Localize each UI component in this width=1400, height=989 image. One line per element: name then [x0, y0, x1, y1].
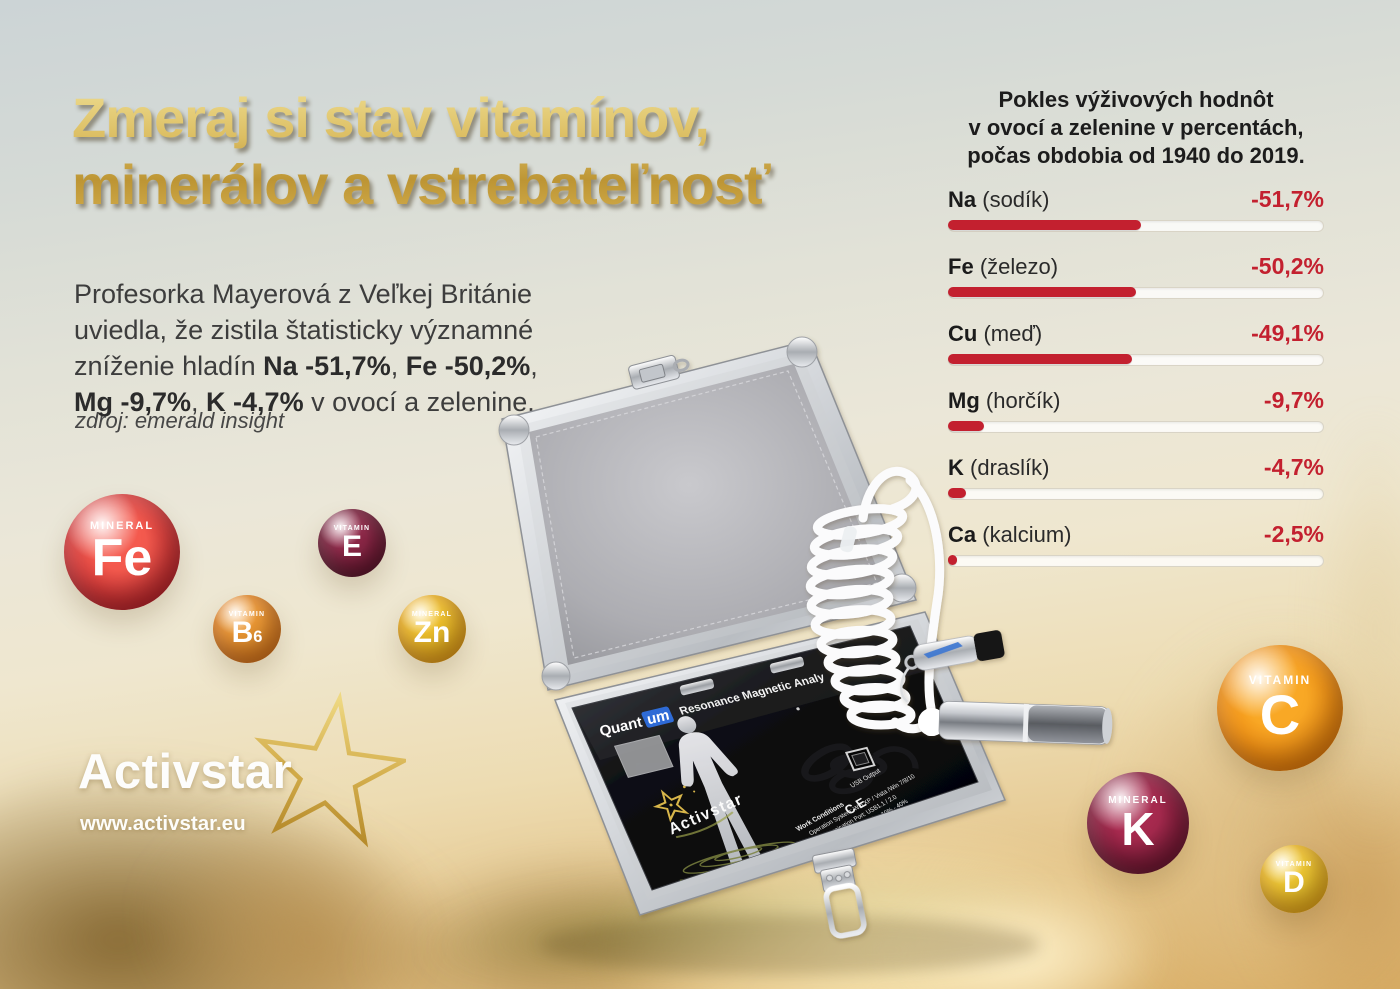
corner-cap	[498, 414, 530, 446]
brand-name: Activstar	[78, 745, 293, 799]
intro-value-na: Na -51,7%	[263, 350, 391, 381]
element-symbol: Na	[948, 187, 977, 213]
corner-cap	[887, 573, 917, 603]
nutrient-ball-b6: VITAMIN B6	[213, 595, 281, 663]
intro-value-fe: Fe -50,2%	[405, 350, 531, 381]
ball-category-label: MINERAL	[89, 520, 155, 532]
ball-category-label: MINERAL	[1108, 794, 1168, 806]
element-symbol: Cu	[948, 321, 978, 347]
bar-track	[948, 555, 1324, 568]
intro-text: Profesorka Mayerová z Veľkej Británie uv…	[74, 279, 534, 381]
bar-fill	[948, 555, 958, 566]
nutrient-ball-c: VITAMIN C	[1217, 645, 1343, 771]
ball-symbol: Fe	[91, 529, 153, 587]
coiled-cable	[805, 466, 945, 734]
human-figure-icon	[677, 716, 764, 870]
device-screen	[613, 734, 674, 778]
bar-fill	[948, 488, 966, 499]
nutrient-ball-fe: MINERAL Fe	[64, 494, 180, 610]
bar-fill	[948, 421, 985, 432]
ball-category-label: VITAMIN	[1248, 673, 1312, 687]
ball-category-label: VITAMIN	[228, 610, 266, 618]
ball-symbol: K	[1121, 802, 1155, 855]
element-name: (kalcium)	[982, 522, 1072, 548]
value-label: -4,7%	[1263, 454, 1324, 481]
element-symbol: Fe	[948, 254, 974, 280]
value-label: -49,1%	[1251, 320, 1324, 347]
usb-flash-drive	[900, 630, 1005, 703]
chart-title: Pokles výživových hodnôt v ovocí a zelen…	[967, 87, 1305, 169]
element-name: (horčík)	[985, 388, 1061, 414]
chart-row-cu: Cu (meď) -49,1%	[948, 320, 1324, 367]
ball-symbol: C	[1259, 683, 1301, 746]
nutrient-ball-e: VITAMIN E	[318, 509, 386, 577]
element-name: (železo)	[979, 254, 1059, 280]
intro-value-mg: Mg -9,7%	[74, 386, 192, 417]
brand-website-link[interactable]: www.activstar.eu	[80, 812, 246, 835]
bar-fill	[948, 287, 1136, 298]
chart-row-fe: Fe (železo) -50,2%	[948, 253, 1324, 300]
element-symbol: K	[948, 455, 964, 481]
element-name: (draslík)	[970, 455, 1050, 481]
nutrient-ball-zn: MINERAL Zn	[398, 595, 466, 663]
corner-cap	[541, 661, 571, 691]
intro-value-k: K -4,7%	[206, 386, 304, 417]
nutrient-decline-chart: Pokles výživových hodnôt v ovocí a zelen…	[948, 86, 1324, 588]
element-symbol: Mg	[948, 388, 980, 414]
element-name: (meď)	[983, 321, 1043, 347]
element-symbol: Ca	[948, 522, 977, 548]
case-latch-bottom	[812, 848, 867, 939]
bar-track	[948, 354, 1324, 367]
headline-line2: minerálov a vstrebateľnosť	[72, 153, 770, 217]
brand-star-icon	[254, 691, 406, 848]
value-label: -9,7%	[1263, 387, 1324, 414]
usb-port	[844, 746, 876, 772]
ball-category-label: VITAMIN	[333, 524, 371, 532]
bar-track	[948, 287, 1324, 300]
headline-line1: Zmeraj si stav vitamínov,	[72, 86, 709, 149]
case-shadow	[540, 915, 1040, 975]
value-label: -50,2%	[1251, 253, 1324, 280]
nutrient-ball-d: VITAMIN D	[1260, 845, 1328, 913]
ball-symbol: D	[1283, 865, 1305, 899]
ball-symbol: B6	[231, 615, 263, 649]
ball-category-label: MINERAL	[411, 610, 453, 618]
chart-row-ca: Ca (kalcium) -2,5%	[948, 521, 1324, 568]
ball-symbol: Zn	[413, 615, 451, 649]
value-label: -51,7%	[1251, 186, 1324, 213]
background-blob	[1320, 420, 1400, 840]
bar-track	[948, 421, 1324, 434]
case-latch-top	[628, 355, 690, 390]
intro-paragraph: Profesorka Mayerová z Veľkej Británie uv…	[74, 279, 538, 417]
chart-row-k: K (draslík) -4,7%	[948, 454, 1324, 501]
bar-fill	[948, 354, 1132, 365]
nutrient-ball-k: MINERAL K	[1087, 772, 1189, 874]
ball-category-label: VITAMIN	[1275, 860, 1313, 868]
chart-row-mg: Mg (horčík) -9,7%	[948, 387, 1324, 434]
quantum-logo-suffix: um	[644, 707, 673, 728]
corner-cap	[786, 336, 818, 368]
source-note: zdroj: emerald insight	[75, 408, 285, 433]
device-case-lid	[498, 336, 918, 691]
value-label: -2,5%	[1263, 521, 1324, 548]
probe-wand	[918, 700, 1113, 746]
ball-symbol: E	[341, 529, 362, 563]
analyzer-device-photo: Quant um Resonance Magnetic Analy	[498, 336, 1113, 975]
chart-row-na: Na (sodík) -51,7%	[948, 186, 1324, 233]
bar-track	[948, 220, 1324, 233]
bar-track	[948, 488, 1324, 501]
page-title: Zmeraj si stav vitamínov, minerálov a vs…	[72, 84, 812, 218]
element-name: (sodík)	[982, 187, 1050, 213]
bar-fill	[948, 220, 1142, 231]
